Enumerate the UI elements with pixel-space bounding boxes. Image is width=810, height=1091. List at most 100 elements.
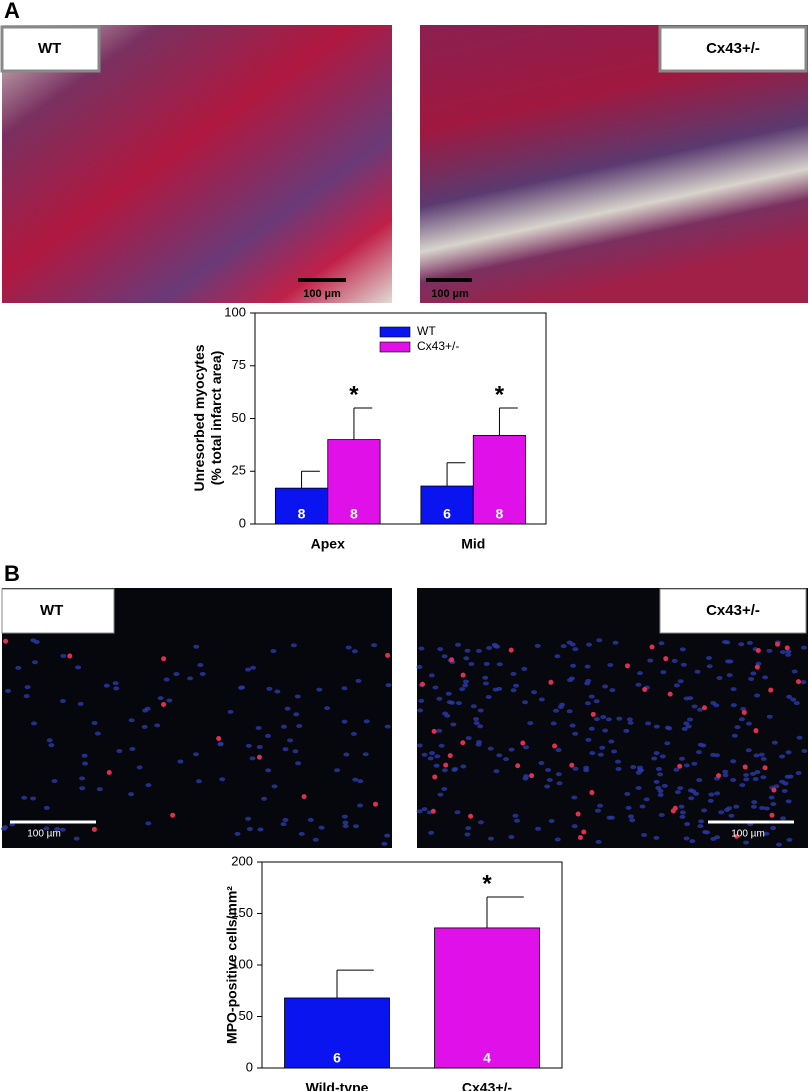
nucleus [77, 701, 84, 706]
mpo-cell [430, 808, 436, 814]
nucleus [773, 784, 780, 789]
nucleus [24, 685, 31, 690]
nucleus [572, 731, 579, 736]
nucleus [465, 826, 472, 831]
nucleus [687, 696, 694, 701]
nucleus [544, 784, 551, 789]
nucleus [451, 768, 458, 773]
nucleus [166, 698, 173, 703]
nucleus [681, 726, 688, 731]
y-tick-label: 50 [239, 1008, 253, 1023]
nucleus [468, 661, 475, 666]
nucleus [470, 704, 477, 709]
nucleus [588, 726, 595, 731]
nucleus [145, 821, 152, 826]
nucleus [5, 688, 12, 693]
nucleus [255, 725, 262, 730]
nucleus [428, 830, 435, 835]
nucleus [510, 688, 517, 693]
nucleus [733, 804, 740, 809]
nucleus [280, 822, 287, 827]
nucleus [450, 722, 457, 727]
nucleus [548, 818, 555, 823]
nucleus [786, 837, 793, 842]
nucleus [653, 835, 660, 840]
y-axis-label: Unresorbed myocytes [191, 344, 207, 491]
nucleus [523, 745, 530, 750]
nucleus [475, 648, 482, 653]
nucleus [249, 756, 256, 761]
nucleus [199, 671, 206, 676]
mpo-cell [170, 812, 176, 818]
nucleus [657, 788, 664, 793]
nucleus [599, 745, 606, 750]
nucleus [454, 810, 461, 815]
nucleus [307, 817, 314, 822]
scale-label: 100 µm [27, 829, 61, 840]
nucleus [421, 807, 428, 812]
nucleus [743, 777, 750, 782]
nucleus [705, 656, 712, 661]
nucleus [653, 779, 660, 784]
nucleus [716, 676, 723, 681]
mpo-cell [552, 743, 558, 749]
nucleus [59, 699, 66, 704]
mpo-cell [106, 770, 112, 776]
nucleus [432, 685, 439, 690]
nucleus [689, 839, 696, 844]
nucleus [584, 664, 591, 669]
image-label: WT [40, 602, 63, 619]
bar [327, 439, 381, 525]
nucleus [357, 779, 364, 784]
mpo-cell [91, 826, 97, 832]
nucleus [593, 717, 600, 722]
nucleus [571, 824, 578, 829]
nucleus [674, 790, 681, 795]
nucleus [730, 759, 737, 764]
nucleus [173, 672, 180, 677]
nucleus [545, 767, 552, 772]
nucleus [295, 761, 302, 766]
nucleus [492, 687, 499, 692]
mpo-cell [581, 829, 587, 835]
nucleus [714, 791, 721, 796]
mpo-cell [520, 740, 526, 746]
nucleus [312, 837, 319, 842]
nucleus [433, 763, 440, 768]
count-label: 6 [333, 1050, 341, 1066]
panel-label: A [4, 0, 20, 23]
nucleus [731, 733, 738, 738]
nucleus [416, 665, 423, 670]
nucleus [463, 679, 470, 684]
nucleus [745, 748, 752, 753]
nucleus [429, 751, 436, 756]
nucleus [113, 686, 120, 691]
nucleus [602, 728, 609, 733]
nucleus [734, 725, 741, 730]
nucleus [664, 741, 671, 746]
nucleus [54, 826, 61, 831]
nucleus [759, 805, 766, 810]
nucleus [246, 827, 253, 832]
nucleus [441, 654, 448, 659]
nucleus [141, 724, 148, 729]
nucleus [570, 663, 577, 668]
nucleus [702, 829, 709, 834]
nucleus [116, 749, 123, 754]
nucleus [791, 669, 798, 674]
nucleus [768, 795, 775, 800]
nucleus [294, 694, 301, 699]
nucleus [586, 642, 593, 647]
mpo-cell [508, 647, 514, 653]
nucleus [455, 701, 462, 706]
nucleus [763, 831, 770, 836]
nucleus [96, 787, 103, 792]
nucleus [239, 685, 246, 690]
mpo-cell [734, 833, 740, 839]
nucleus [679, 810, 686, 815]
nucleus [714, 753, 721, 758]
nucleus [677, 786, 684, 791]
nucleus [588, 694, 595, 699]
nucleus [510, 671, 517, 676]
nucleus [572, 766, 579, 771]
